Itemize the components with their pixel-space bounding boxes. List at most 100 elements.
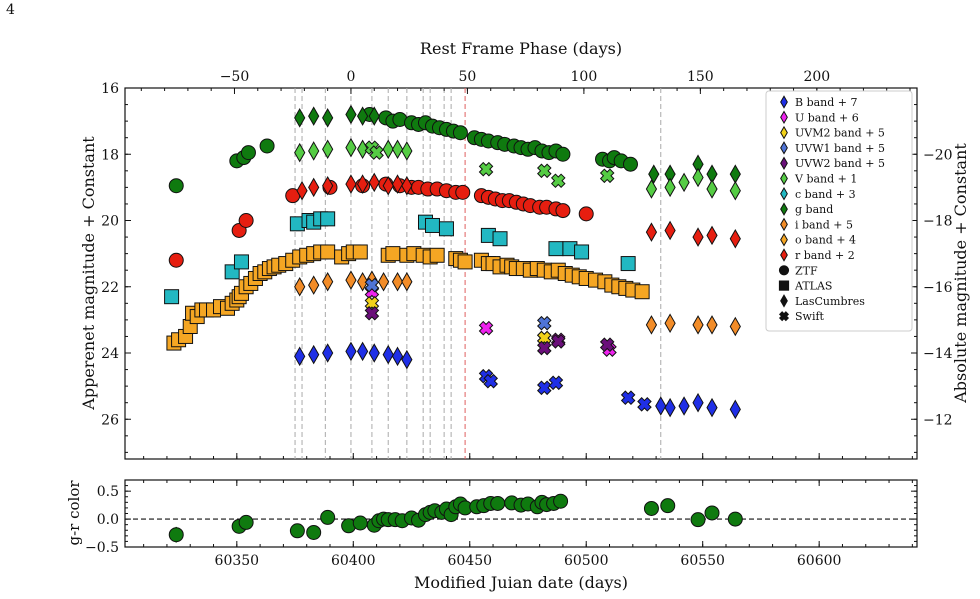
data-point [692, 392, 704, 413]
data-point [401, 141, 413, 161]
color-point [490, 495, 506, 511]
data-point [452, 125, 468, 141]
data-point [692, 315, 704, 335]
data-point [620, 390, 636, 406]
legend-label: UVM2 band + 5 [795, 127, 885, 140]
color-y-tick-label: −0.5 [85, 540, 119, 556]
legend-entry: i band + 5 [780, 217, 853, 231]
data-point [678, 396, 690, 416]
top-tick-label: 150 [687, 69, 714, 85]
legend-entry: LasCumbres [780, 294, 865, 308]
top-axis-title: Rest Frame Phase (days) [420, 39, 622, 58]
data-point [345, 341, 357, 362]
legend-label: c band + 3 [795, 188, 856, 201]
data-point [308, 344, 320, 365]
data-point [368, 106, 380, 126]
data-point [168, 178, 184, 194]
data-point [555, 203, 571, 219]
color-point [352, 515, 368, 531]
data-point [401, 349, 413, 370]
data-point [382, 175, 394, 196]
data-point [322, 343, 334, 363]
data-point [548, 241, 564, 257]
color-point [320, 509, 336, 525]
top-tick-label: 0 [346, 69, 355, 85]
data-point [356, 272, 369, 292]
color-point [289, 523, 305, 539]
y-tick-label: 22 [101, 280, 119, 296]
legend-marker [780, 248, 788, 262]
legend-label: i band + 5 [795, 218, 853, 231]
data-point [320, 244, 336, 260]
top-tick-label: 50 [459, 69, 477, 85]
legend-label: U band + 6 [795, 111, 859, 124]
legend-entry: UVW1 band + 5 [780, 141, 885, 155]
legend-label: ZTF [795, 264, 818, 277]
data-point [369, 145, 384, 160]
main-series-group [164, 104, 741, 420]
data-point [678, 172, 690, 193]
data-point [645, 315, 658, 335]
legend-label: UVW2 band + 5 [795, 157, 885, 170]
data-point [599, 337, 615, 353]
data-point [238, 213, 254, 228]
legend-label: V band + 1 [794, 173, 857, 186]
data-point [550, 173, 566, 189]
color-panel-frame [124, 479, 918, 548]
data-point [729, 228, 741, 249]
data-point [438, 221, 454, 237]
data-point [537, 163, 552, 179]
data-point [382, 139, 394, 160]
x-tick-label: 60500 [564, 553, 609, 569]
data-point [368, 172, 380, 193]
legend-label: ATLAS [794, 280, 832, 293]
data-point [391, 346, 404, 367]
y-tick-label: 26 [101, 412, 119, 428]
color-point [643, 500, 659, 516]
legend-marker [780, 232, 788, 247]
data-point [322, 175, 334, 196]
data-point [391, 139, 404, 160]
legend-marker [778, 265, 790, 276]
legend: B band + 7 U band + 6 UVM2 band + 5 UVW1 ba… [765, 90, 913, 332]
data-point [483, 373, 499, 389]
color-point [690, 512, 706, 528]
legend-marker [780, 294, 788, 308]
color-y-axis-title: g-r color [65, 480, 83, 546]
data-point [356, 106, 369, 126]
legend-entry: ZTF [778, 264, 818, 277]
data-point [492, 231, 508, 247]
y-axis-title-right: Absolute magnitude + Constant [951, 143, 970, 404]
legend-marker [780, 141, 788, 155]
legend-entry: g band [780, 202, 833, 216]
data-point [655, 396, 667, 416]
data-point [634, 284, 650, 300]
data-point [296, 180, 308, 201]
data-point [240, 145, 256, 161]
legend-entry: V band + 1 [780, 171, 857, 186]
legend-entry: o band + 4 [780, 232, 856, 247]
data-point [664, 177, 676, 198]
data-point [391, 174, 404, 194]
data-point [692, 227, 704, 247]
data-point [664, 220, 676, 241]
data-point [424, 217, 440, 233]
data-point [345, 174, 357, 194]
x-tick-label: 60450 [447, 553, 492, 569]
data-point [368, 343, 380, 363]
data-point [729, 316, 741, 337]
data-point [345, 104, 357, 125]
data-point [233, 254, 249, 270]
data-point [578, 206, 594, 222]
data-point [664, 313, 676, 333]
data-point [382, 344, 394, 365]
data-point [729, 399, 741, 420]
data-point [401, 175, 413, 196]
right-tick-label: −12 [923, 412, 953, 428]
x-tick-label: 60600 [797, 553, 842, 569]
data-point [345, 270, 357, 290]
data-point [294, 276, 306, 297]
x-tick-label: 60400 [331, 553, 376, 569]
data-point [622, 156, 638, 172]
data-point [356, 341, 369, 362]
